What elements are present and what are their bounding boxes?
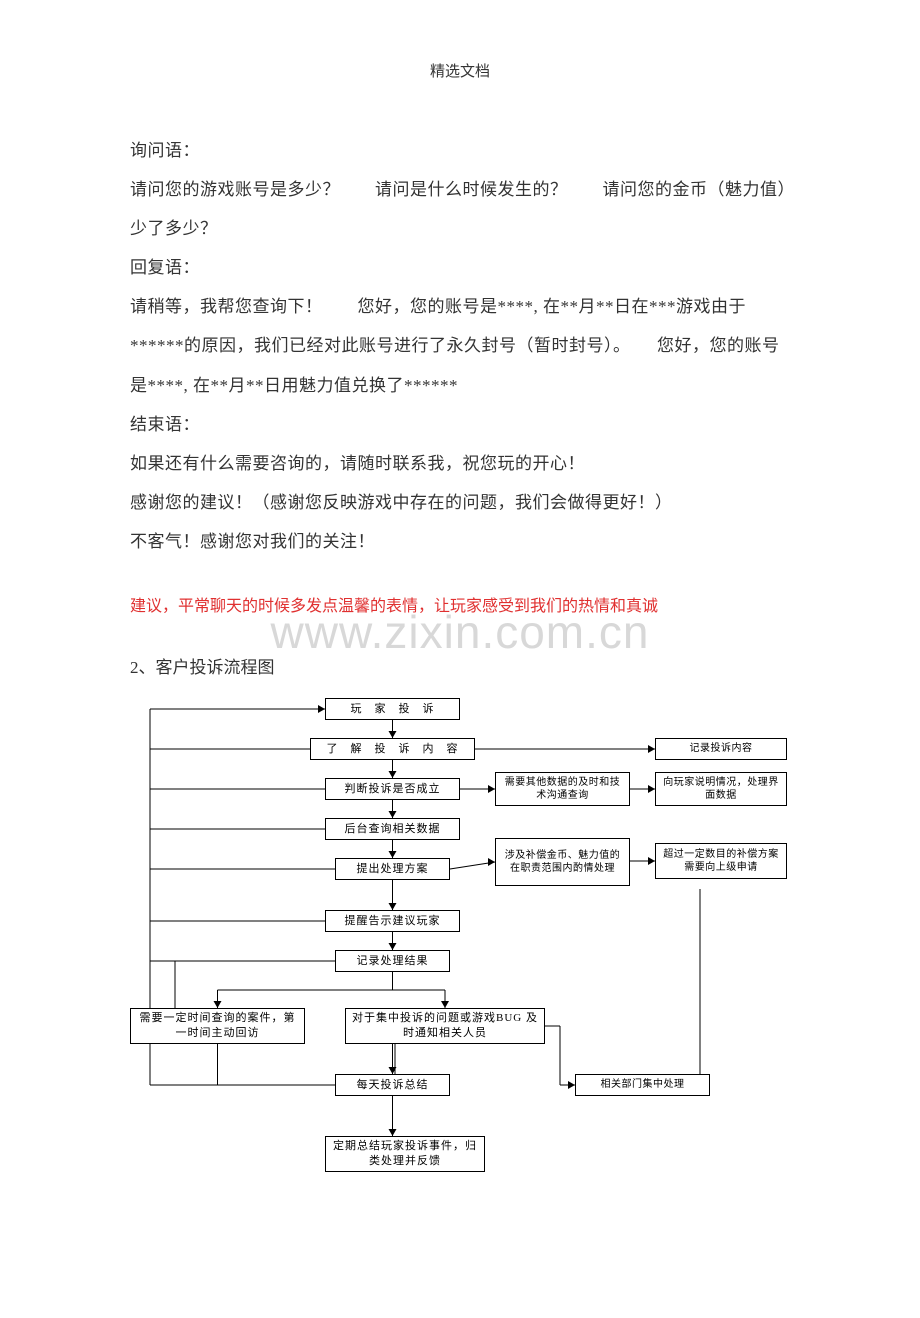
closing-line-1: 如果还有什么需要咨询的，请随时联系我，祝您玩的开心！ [130,444,790,483]
flow-node-n2: 了 解 投 诉 内 容 [310,738,475,760]
suggestion-highlight: 建议，平常聊天的时候多发点温馨的表情，让玩家感受到我们的热情和真诚 [130,591,790,623]
flow-node-s4: 涉及补偿金币、魅力值的在职责范围内酌情处理 [495,838,630,886]
flow-node-s5: 超过一定数目的补偿方案需要向上级申请 [655,843,787,879]
flow-node-n9: 对于集中投诉的问题或游戏BUG 及时通知相关人员 [345,1008,545,1044]
inquiry-heading: 询问语： [130,131,790,170]
closing-line-2: 感谢您的建议！（感谢您反映游戏中存在的问题，我们会做得更好！） [130,483,790,522]
reply-content: 请稍等，我帮您查询下！ 您好，您的账号是****, 在**月**日在***游戏由… [130,287,790,404]
section-2-title: 2、客户投诉流程图 [130,653,790,678]
document-body: 询问语： 请问您的游戏账号是多少？ 请问是什么时候发生的？ 请问您的金币（魅力值… [130,131,790,561]
complaint-flowchart: 玩 家 投 诉了 解 投 诉 内 容判断投诉是否成立后台查询相关数据提出处理方案… [130,698,790,1258]
inquiry-content: 请问您的游戏账号是多少？ 请问是什么时候发生的？ 请问您的金币（魅力值）少了多少… [130,170,790,248]
flow-node-n4: 后台查询相关数据 [325,818,460,840]
flow-node-n6: 提醒告示建议玩家 [325,910,460,932]
closing-line-3: 不客气！感谢您对我们的关注！ [130,522,790,561]
closing-heading: 结束语： [130,405,790,444]
flow-node-s6: 相关部门集中处理 [575,1074,710,1096]
flow-node-s2: 需要其他数据的及时和技术沟通查询 [495,772,630,806]
flow-node-n8: 需要一定时间查询的案件，第一时间主动回访 [130,1008,305,1044]
flow-node-n1: 玩 家 投 诉 [325,698,460,720]
reply-heading: 回复语： [130,248,790,287]
flow-node-n7: 记录处理结果 [335,950,450,972]
flow-node-n3: 判断投诉是否成立 [325,778,460,800]
flow-node-n10: 每天投诉总结 [335,1074,450,1096]
flow-node-n5: 提出处理方案 [335,858,450,880]
page-header: 精选文档 [130,60,790,81]
flow-node-n11: 定期总结玩家投诉事件，归类处理并反馈 [325,1136,485,1172]
flow-node-s3: 向玩家说明情况，处理界面数据 [655,772,787,806]
flow-node-s1: 记录投诉内容 [655,738,787,760]
